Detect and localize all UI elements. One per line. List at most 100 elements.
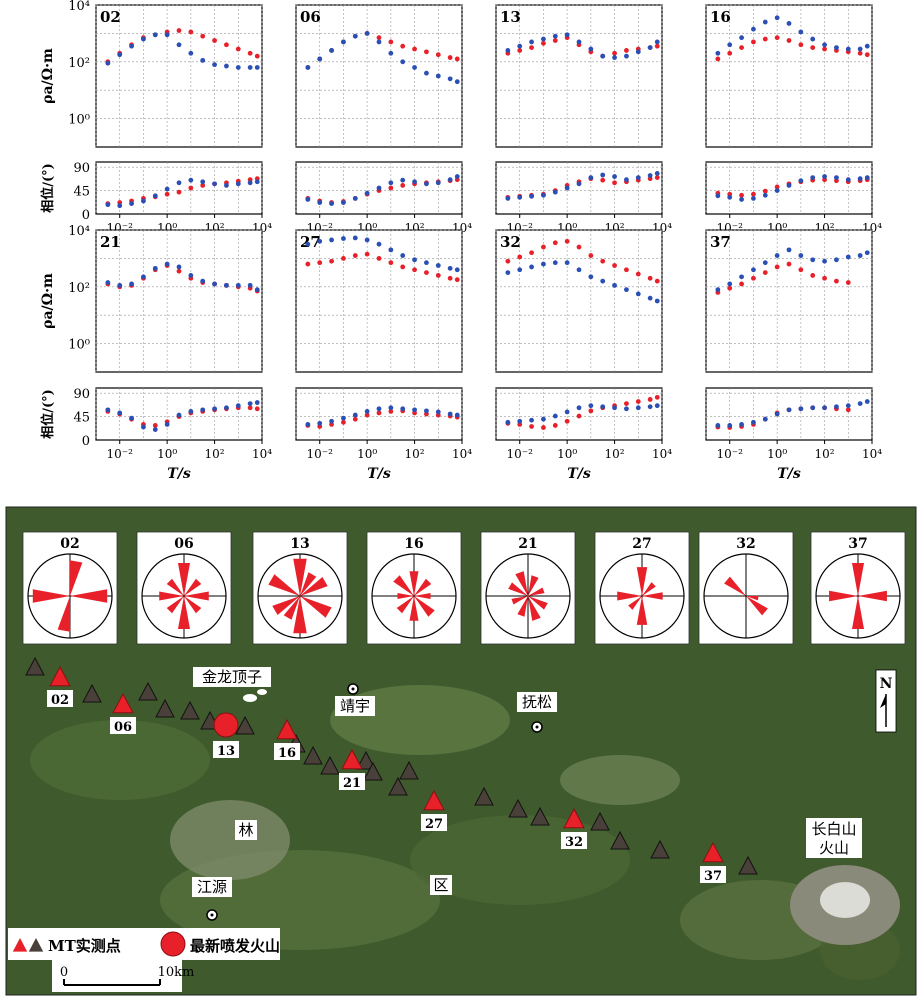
phase-yx-point <box>224 183 229 188</box>
place-changbaishan-2: 火山 <box>819 839 849 857</box>
rho-yx-point <box>576 39 582 45</box>
phase-yx-point <box>774 411 780 417</box>
rose-label: 13 <box>290 536 309 552</box>
rho-yx-point <box>600 53 606 59</box>
rose-petal <box>397 592 414 600</box>
rho-xy-point <box>529 45 534 50</box>
rho-xy-point <box>798 267 804 273</box>
phase-yx-point <box>715 193 721 199</box>
rose-diagram-13: 13 <box>252 531 348 645</box>
rho-yx-point <box>635 49 641 55</box>
phase-yx-point <box>727 194 733 200</box>
rho-yx-point <box>715 287 721 293</box>
phase-yx-point <box>612 174 617 179</box>
rho-yx-point <box>412 257 417 263</box>
place-jiangyuan: 江源 <box>197 878 227 896</box>
rho-yx-point <box>164 32 170 38</box>
rho-tick-label: 10² <box>68 281 90 296</box>
rho-xy-point <box>739 281 744 287</box>
rho-xy-point <box>576 244 582 250</box>
x-tick-label: 10⁻² <box>307 447 334 461</box>
rho-yx-point <box>845 254 851 260</box>
phase-yx-point <box>117 203 123 209</box>
x-tick-label: 10⁰ <box>157 447 177 461</box>
station-tag-text: 32 <box>565 835 583 850</box>
phase-yx-point <box>424 408 429 414</box>
rho-xy-point <box>212 38 217 43</box>
rose-petal <box>159 591 184 601</box>
x-tick-label: 10² <box>205 447 225 461</box>
station-label: 02 <box>100 8 121 26</box>
rose-petal <box>746 596 768 616</box>
phase-yx-point <box>727 423 733 428</box>
rose-petal <box>272 596 300 616</box>
phase-yx-point <box>576 181 582 187</box>
x-axis-label: T/s <box>367 466 391 482</box>
rho-yx-point <box>188 273 194 278</box>
rose-petal <box>409 596 419 621</box>
rose-petal <box>851 562 865 596</box>
rho-yx-point <box>739 274 744 280</box>
rose-petal <box>511 596 528 605</box>
rho-yx-point <box>105 280 111 285</box>
rho-yx-point <box>517 43 523 49</box>
rho-yx-point <box>762 19 768 25</box>
x-tick-label: 10⁴ <box>862 447 882 461</box>
phase-yx-point <box>552 189 558 195</box>
rho-yx-point <box>129 281 134 287</box>
phase-frame <box>495 161 663 215</box>
resistivity-frame <box>295 229 463 373</box>
rho-yx-point <box>612 55 617 60</box>
phase-yx-point <box>305 197 311 202</box>
rho-xy-point <box>751 275 756 281</box>
rho-yx-point <box>857 253 863 258</box>
phase-xy-point <box>654 175 660 181</box>
rho-yx-point <box>400 59 406 65</box>
rho-axis-label: ρa/Ω·m <box>40 48 56 104</box>
phase-yx-point <box>105 202 111 208</box>
rho-xy-point <box>388 260 394 266</box>
x-tick-label: 10² <box>605 447 625 461</box>
rho-yx-point <box>305 65 311 70</box>
rose-petal <box>642 582 656 596</box>
phase-xy-point <box>152 423 158 428</box>
rho-xy-point <box>541 244 546 250</box>
phase-yx-point <box>588 175 594 181</box>
mt-station-marker <box>399 760 419 780</box>
rho-yx-point <box>447 76 453 82</box>
town-marker-dot <box>351 687 355 691</box>
rose-petal <box>508 582 528 596</box>
rho-yx-point <box>505 48 511 53</box>
rho-xy-point <box>447 55 453 60</box>
phase-yx-point <box>845 177 851 183</box>
phase-xy-point <box>254 406 260 412</box>
rho-xy-point <box>224 42 229 48</box>
phase-xy-point <box>376 410 382 416</box>
rho-xy-point <box>400 264 406 270</box>
phase-xy-point <box>647 397 653 402</box>
resistivity-frame <box>705 4 873 148</box>
rho-xy-point <box>517 254 523 260</box>
terrain-patch <box>560 755 680 805</box>
rose-petal <box>166 578 184 596</box>
phase-yx-point <box>212 181 217 187</box>
phase-xy-point <box>188 185 194 191</box>
mt-station-marker <box>138 681 158 701</box>
rho-yx-point <box>810 36 816 42</box>
rose-petal <box>177 562 191 596</box>
phase-yx-point <box>454 174 460 179</box>
rose-petal <box>858 590 887 602</box>
rho-yx-point <box>341 236 346 241</box>
rho-yx-point <box>727 42 733 48</box>
rho-yx-point <box>254 65 260 70</box>
phase-yx-point <box>188 177 194 183</box>
rho-xy-point <box>864 52 870 58</box>
phase-xy-point <box>774 184 780 190</box>
rho-yx-point <box>751 26 756 32</box>
rose-petal <box>393 575 414 596</box>
phase-yx-point <box>635 405 641 411</box>
rose-label: 27 <box>632 536 651 552</box>
station-tag <box>110 717 136 734</box>
phase-frame <box>705 161 873 215</box>
